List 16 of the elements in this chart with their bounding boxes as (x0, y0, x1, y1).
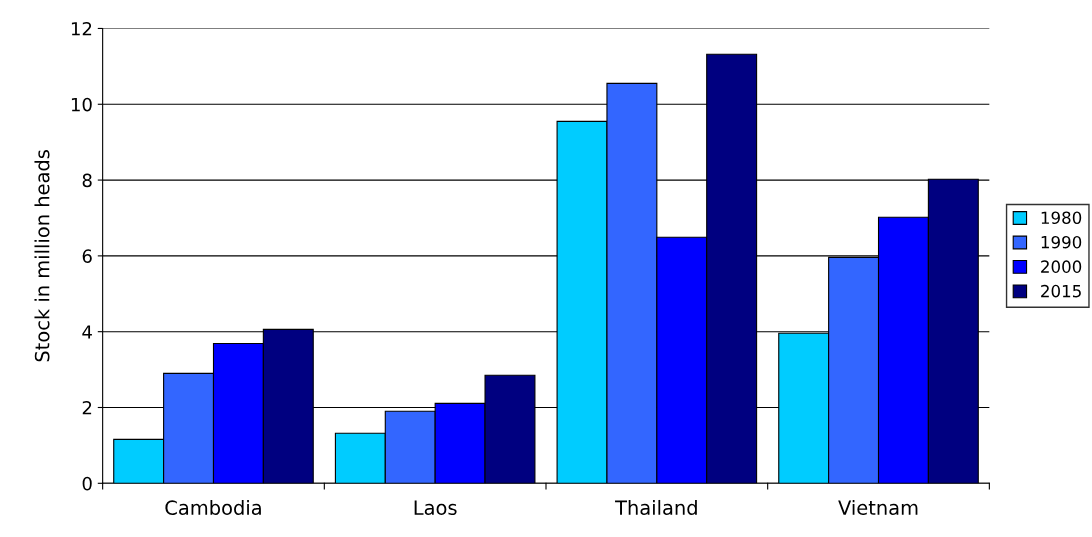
y-tick-label: 2 (82, 400, 92, 415)
y-axis-title: Stock in million heads (34, 150, 50, 362)
legend-label: 1990 (1041, 235, 1082, 249)
y-tick-label: 4 (82, 325, 92, 339)
legend-label: 1980 (1041, 211, 1082, 225)
y-tick-label: 8 (82, 173, 92, 188)
y-tick-label: 12 (71, 21, 92, 36)
y-tick-label: 10 (71, 97, 92, 112)
x-tick-label: Cambodia (165, 499, 261, 516)
y-tick-label: 6 (82, 249, 92, 263)
x-tick-label: Thailand (615, 499, 697, 516)
x-tick-label: Laos (414, 500, 457, 516)
x-tick-label: Vietnam (838, 499, 918, 516)
y-tick-label: 0 (82, 476, 92, 491)
legend-label: 2000 (1041, 260, 1082, 273)
legend-label: 2015 (1041, 284, 1081, 298)
